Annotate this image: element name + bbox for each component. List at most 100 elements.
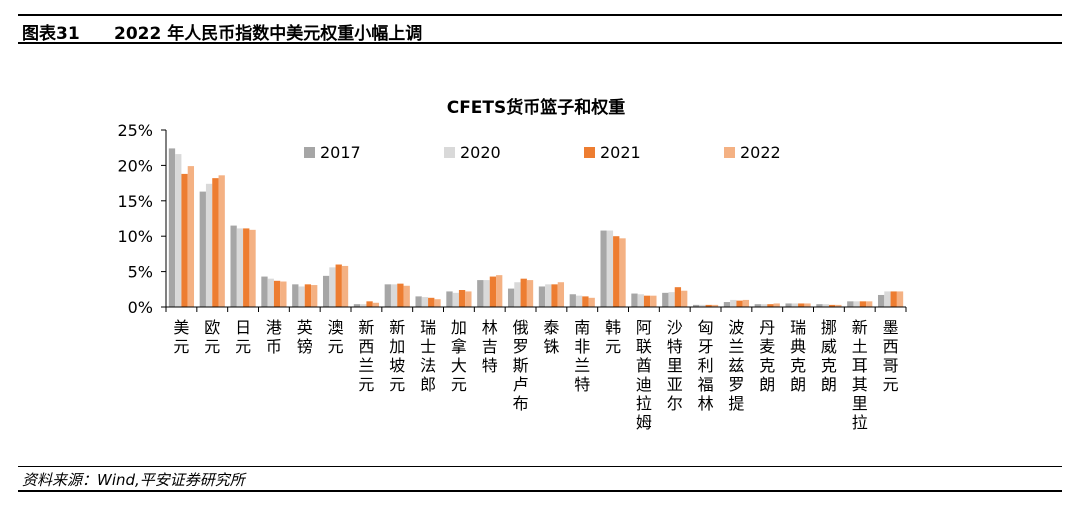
x-tick-label: 新加坡元 xyxy=(389,318,405,394)
bar-2020-22 xyxy=(853,301,860,307)
bar-2022-10 xyxy=(496,275,503,307)
bar-2020-13 xyxy=(575,295,583,307)
bar-2022-6 xyxy=(372,302,380,307)
bar-2020-19 xyxy=(760,304,768,307)
x-tick-label: 南非兰特 xyxy=(574,318,590,394)
bar-2022-2 xyxy=(249,229,256,307)
bar-2021-15 xyxy=(643,295,651,307)
x-tick-label: 波兰兹罗提 xyxy=(728,318,744,413)
bar-2022-19 xyxy=(773,303,780,307)
bar-2017-0 xyxy=(168,148,176,307)
x-tick-label: 丹麦克朗 xyxy=(759,318,775,394)
bar-2017-19 xyxy=(754,304,761,307)
bar-2021-13 xyxy=(582,296,589,307)
x-tick-label: 瑞典克朗 xyxy=(790,318,806,394)
x-tick-label: 澳元 xyxy=(328,318,344,356)
bar-2021-19 xyxy=(767,304,774,307)
bar-2017-14 xyxy=(600,230,607,307)
x-tick-label: 新土耳其里拉 xyxy=(852,318,868,432)
x-tick-label: 挪威克朗 xyxy=(821,318,837,394)
bar-2020-21 xyxy=(822,304,829,307)
legend-swatch-2021 xyxy=(584,147,595,158)
bar-2021-7 xyxy=(397,283,404,307)
bar-2022-22 xyxy=(866,301,873,307)
y-tick-label: 5% xyxy=(128,263,153,282)
x-tick-label: 阿联酋迪拉姆 xyxy=(636,318,652,432)
chart-title: CFETS货币篮子和权重 xyxy=(447,97,626,118)
bar-2022-21 xyxy=(835,304,842,307)
legend-label: 2020 xyxy=(460,143,501,162)
bar-2020-2 xyxy=(236,228,244,307)
bar-2017-6 xyxy=(353,304,361,307)
source-note: 资料来源：Wind,平安证券研究所 xyxy=(22,471,245,489)
bar-2022-12 xyxy=(557,282,565,307)
bar-2021-10 xyxy=(489,276,497,307)
bar-2017-15 xyxy=(631,293,638,307)
bar-2017-18 xyxy=(723,302,731,307)
bar-2017-23 xyxy=(877,294,885,307)
bar-2021-14 xyxy=(613,236,620,307)
x-tick-label: 林吉特 xyxy=(482,318,498,375)
bar-2021-1 xyxy=(212,178,219,307)
bar-2022-0 xyxy=(187,166,195,307)
bar-2017-17 xyxy=(692,304,700,307)
figure-number: 图表31 xyxy=(22,24,80,44)
x-tick-label: 英镑 xyxy=(297,318,313,356)
legend-swatch-2022 xyxy=(724,147,735,158)
bar-2020-14 xyxy=(606,230,614,307)
x-tick-label: 韩元 xyxy=(605,318,621,356)
bar-2021-4 xyxy=(304,284,312,307)
bar-2021-17 xyxy=(705,304,712,307)
bar-2021-6 xyxy=(366,301,373,307)
legend-label: 2022 xyxy=(740,143,781,162)
x-tick-label: 加拿大元 xyxy=(451,318,467,394)
x-tick-label: 泰铢 xyxy=(543,318,559,356)
bar-2022-16 xyxy=(681,290,688,307)
x-tick-label: 匈牙利福林 xyxy=(698,318,714,413)
bar-2021-11 xyxy=(520,278,527,307)
bar-2022-8 xyxy=(434,299,441,307)
bar-2022-1 xyxy=(218,175,225,307)
bar-2021-18 xyxy=(736,300,743,307)
bar-2017-13 xyxy=(569,294,576,307)
y-tick-label: 15% xyxy=(117,192,153,211)
bar-2017-1 xyxy=(199,191,206,307)
bar-2020-18 xyxy=(730,299,737,307)
bar-2017-4 xyxy=(292,284,299,307)
bar-2022-13 xyxy=(588,297,595,307)
bar-2022-14 xyxy=(619,238,626,307)
legend-label: 2017 xyxy=(320,143,361,162)
bar-2017-8 xyxy=(415,296,422,307)
x-tick-label: 欧元 xyxy=(204,318,220,356)
bar-2020-23 xyxy=(884,291,891,307)
bar-2022-23 xyxy=(896,291,904,307)
bar-2022-4 xyxy=(311,285,318,307)
figure-footer: 资料来源：Wind,平安证券研究所 xyxy=(18,466,1062,492)
bar-2022-11 xyxy=(526,280,534,307)
bar-2017-11 xyxy=(507,288,515,307)
bar-2017-16 xyxy=(662,292,669,307)
bar-2017-5 xyxy=(322,275,330,307)
bar-2022-5 xyxy=(341,265,349,307)
bar-2021-3 xyxy=(273,280,281,307)
bar-2020-5 xyxy=(329,267,336,307)
bar-2017-22 xyxy=(847,301,854,307)
bar-2021-21 xyxy=(828,304,836,307)
figure-caption: 2022 年人民币指数中美元权重小幅上调 xyxy=(114,24,423,44)
bar-2022-18 xyxy=(742,299,750,307)
x-tick-label: 瑞士法郎 xyxy=(420,318,436,394)
bar-2020-15 xyxy=(637,294,644,307)
bar-2020-6 xyxy=(360,304,367,307)
bar-2021-22 xyxy=(859,301,867,307)
bar-2022-9 xyxy=(465,291,472,307)
bar-2020-1 xyxy=(205,183,213,307)
x-tick-label: 美元 xyxy=(173,318,189,356)
y-tick-label: 10% xyxy=(117,227,153,246)
x-tick-label: 日元 xyxy=(235,318,251,356)
legend-label: 2021 xyxy=(600,143,641,162)
bar-2017-20 xyxy=(785,303,792,307)
bar-2022-17 xyxy=(711,304,719,307)
bar-2020-8 xyxy=(421,297,429,307)
bar-2020-12 xyxy=(545,284,552,307)
bar-2021-12 xyxy=(551,284,558,307)
